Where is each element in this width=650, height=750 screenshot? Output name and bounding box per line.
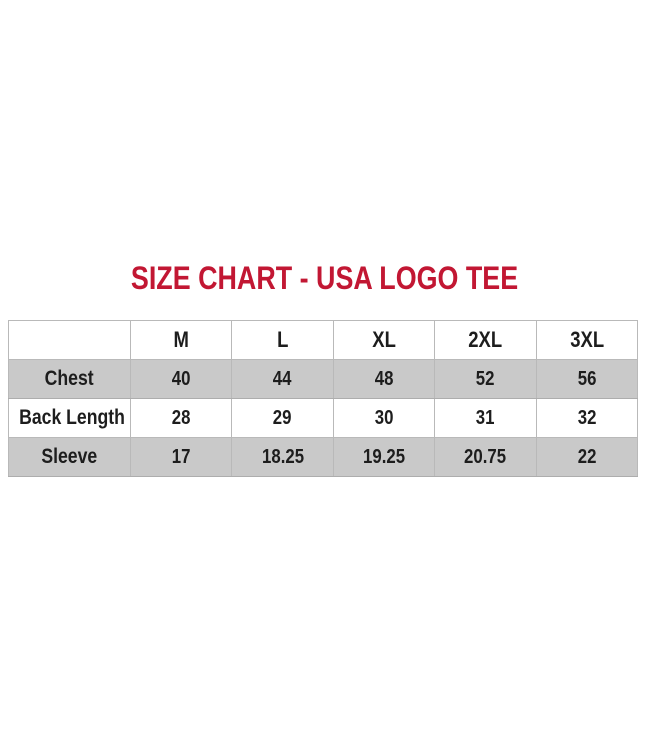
measurement-cell: 20.75 bbox=[434, 437, 537, 477]
measurement-cell: 31 bbox=[434, 398, 537, 438]
size-chart-table: M L XL 2XL 3XL Chest 40 44 48 52 56 Back Length 28 2… bbox=[8, 320, 639, 477]
table-row: Sleeve 17 18.25 19.25 20.75 22 bbox=[8, 437, 639, 477]
measurement-cell: 52 bbox=[434, 359, 537, 399]
row-label: Back Length bbox=[8, 398, 131, 438]
measurement-cell: 17 bbox=[129, 437, 233, 477]
corner-cell bbox=[8, 320, 131, 360]
header-row: M L XL 2XL 3XL bbox=[8, 320, 639, 360]
row-label: Chest bbox=[8, 359, 131, 399]
row-label: Sleeve bbox=[8, 437, 131, 477]
size-column-header: L bbox=[231, 320, 334, 360]
measurement-cell: 56 bbox=[535, 359, 639, 399]
size-column-header: M bbox=[129, 320, 233, 360]
measurement-cell: 22 bbox=[535, 437, 639, 477]
measurement-cell: 48 bbox=[332, 359, 436, 399]
measurement-cell: 29 bbox=[231, 398, 334, 438]
measurement-cell: 28 bbox=[129, 398, 233, 438]
size-column-header: XL bbox=[332, 320, 436, 360]
measurement-cell: 18.25 bbox=[231, 437, 334, 477]
measurement-cell: 30 bbox=[332, 398, 436, 438]
measurement-cell: 44 bbox=[231, 359, 334, 399]
table-row: Chest 40 44 48 52 56 bbox=[8, 359, 639, 399]
size-column-header: 2XL bbox=[434, 320, 537, 360]
measurement-cell: 32 bbox=[535, 398, 639, 438]
measurement-cell: 19.25 bbox=[332, 437, 436, 477]
size-column-header: 3XL bbox=[535, 320, 639, 360]
table-row: Back Length 28 29 30 31 32 bbox=[8, 398, 639, 438]
measurement-cell: 40 bbox=[129, 359, 233, 399]
page-title-text: SIZE CHART - USA LOGO TEE bbox=[131, 260, 519, 296]
page-title: SIZE CHART - USA LOGO TEE bbox=[0, 260, 650, 296]
